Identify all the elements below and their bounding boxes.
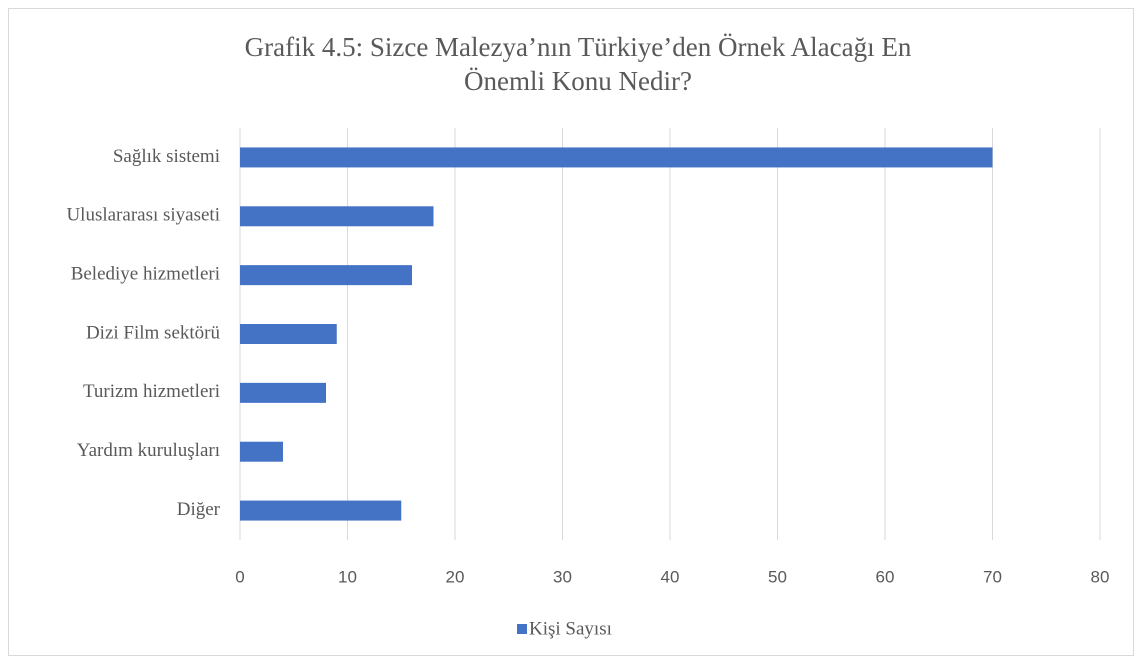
- legend-label: Kişi Sayısı: [529, 618, 612, 639]
- x-tick-label: 0: [235, 567, 244, 586]
- y-tick-label: Uluslararası siyaseti: [66, 205, 220, 226]
- x-tick-label: 10: [338, 567, 357, 586]
- bar: [240, 324, 337, 344]
- bar: [240, 147, 993, 168]
- bar: [240, 206, 434, 227]
- x-tick-label: 20: [446, 567, 465, 586]
- y-tick-label: Sağlık sistemi: [113, 146, 220, 167]
- x-tick-label: 70: [983, 567, 1002, 586]
- y-tick-label: Belediye hizmetleri: [71, 264, 220, 285]
- x-tick-label: 40: [661, 567, 680, 586]
- chart-frame: [8, 8, 1134, 656]
- x-tick-label: 80: [1091, 567, 1110, 586]
- y-tick-label: Turizm hizmetleri: [83, 381, 220, 402]
- chart-title: Önemli Konu Nedir?: [464, 66, 692, 96]
- bar: [240, 441, 283, 462]
- bar: [240, 382, 326, 403]
- x-tick-label: 30: [553, 567, 572, 586]
- y-tick-label: Yardım kuruluşları: [77, 440, 220, 461]
- x-tick-label: 60: [876, 567, 895, 586]
- bar: [240, 265, 412, 286]
- legend-swatch: [517, 624, 527, 634]
- y-tick-label: Dizi Film sektörü: [86, 322, 221, 343]
- x-tick-label: 50: [768, 567, 787, 586]
- chart-title: Grafik 4.5: Sizce Malezya’nın Türkiye’de…: [245, 32, 912, 62]
- y-tick-label: Diğer: [177, 499, 221, 520]
- bar: [240, 500, 402, 521]
